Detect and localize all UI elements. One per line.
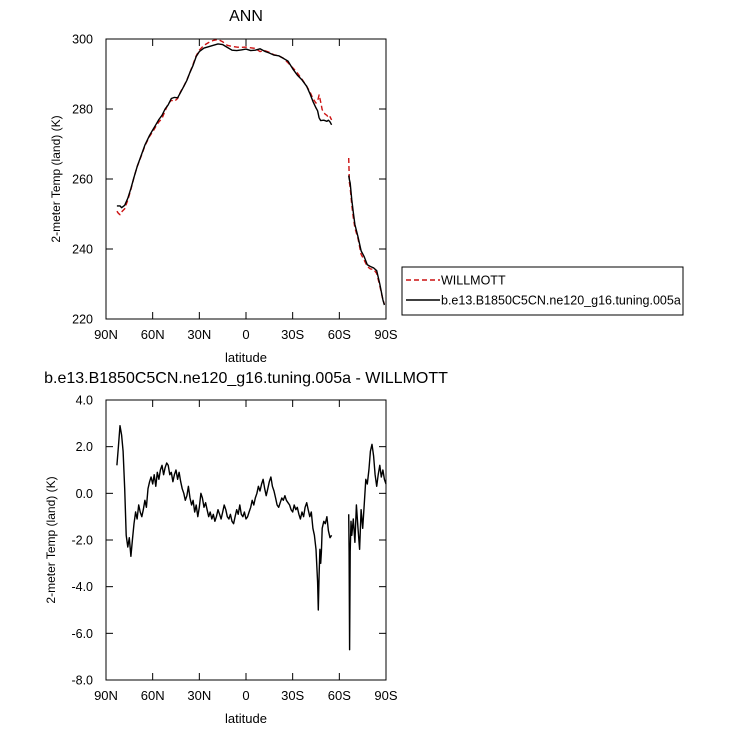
- top-axis-frame: [105, 38, 387, 320]
- bottom-x-tick-label: 0: [242, 688, 249, 703]
- bottom-y-ticks: 4.0 2.0 0.0 -2.0 -4.0 -6.0 -8.0: [71, 394, 386, 688]
- bottom-y-tick-label: 2.0: [76, 440, 93, 454]
- bottom-x-tick-label: 60S: [328, 688, 351, 703]
- top-y-ticks: 220 240 260 280 300: [72, 33, 386, 327]
- bottom-axis-frame: [105, 399, 387, 681]
- top-x-tick-label: 0: [242, 327, 249, 342]
- bottom-y-tick-label: -6.0: [71, 627, 93, 641]
- bottom-x-tick-label: 30S: [281, 688, 304, 703]
- bottom-x-tick-label: 30N: [187, 688, 211, 703]
- top-y-tick-label: 260: [72, 173, 93, 187]
- top-series-1-line-segment-0: [116, 43, 333, 209]
- legend-box: [401, 266, 684, 316]
- top-x-tick-label: 90N: [94, 327, 118, 342]
- bottom-y-tick-label: 4.0: [76, 394, 93, 408]
- top-x-tick-label: 30S: [281, 327, 304, 342]
- bottom-x-tick-label: 90N: [94, 688, 118, 703]
- top-y-axis-label: 2-meter Temp (land) (K): [49, 115, 63, 242]
- top-x-tick-label: 90S: [374, 327, 397, 342]
- bottom-y-tick-label: -8.0: [71, 674, 93, 688]
- bottom-x-axis-label: latitude: [225, 711, 267, 726]
- bottom-series-0-line-segment-1: [348, 443, 387, 651]
- legend: WILLMOTT b.e13.B1850C5CN.ne120_g16.tunin…: [401, 266, 684, 316]
- bottom-y-tick-label: 0.0: [76, 487, 93, 501]
- top-x-ticks: 90N 60N 30N 0 30S 60S 90S: [94, 39, 398, 342]
- top-series-0-line-segment-0: [116, 38, 333, 216]
- bottom-x-ticks: 90N 60N 30N 0 30S 60S 90S: [94, 400, 398, 703]
- bottom-y-tick-label: -2.0: [71, 534, 93, 548]
- bottom-plot-area: [116, 425, 387, 651]
- legend-label-willmott: WILLMOTT: [441, 274, 506, 288]
- top-x-tick-label: 60N: [141, 327, 165, 342]
- top-y-tick-label: 300: [72, 33, 93, 47]
- top-x-tick-label: 30N: [187, 327, 211, 342]
- bottom-series-0-line-segment-0: [116, 425, 333, 611]
- top-series-1-line-segment-1: [348, 175, 386, 306]
- top-x-axis-label: latitude: [225, 350, 267, 365]
- bottom-y-axis-label: 2-meter Temp (land) (K): [44, 476, 58, 603]
- top-chart-title: ANN: [229, 8, 263, 25]
- top-panel: ANN 90N 60N 30N 0 30S 60S 90S 220240260280300 …: [49, 8, 684, 365]
- legend-label-model: b.e13.B1850C5CN.ne120_g16.tuning.005a: [441, 294, 681, 308]
- top-y-tick-label: 280: [72, 103, 93, 117]
- top-y-tick-label: 220: [72, 313, 93, 327]
- bottom-y-tick-label: -4.0: [71, 580, 93, 594]
- top-plot-area: [116, 38, 386, 306]
- top-y-tick-label: 240: [72, 243, 93, 257]
- bottom-x-tick-label: 60N: [141, 688, 165, 703]
- bottom-x-tick-label: 90S: [374, 688, 397, 703]
- bottom-chart-title: b.e13.B1850C5CN.ne120_g16.tuning.005a - …: [44, 370, 448, 387]
- bottom-panel: b.e13.B1850C5CN.ne120_g16.tuning.005a - …: [44, 370, 448, 726]
- top-x-tick-label: 60S: [328, 327, 351, 342]
